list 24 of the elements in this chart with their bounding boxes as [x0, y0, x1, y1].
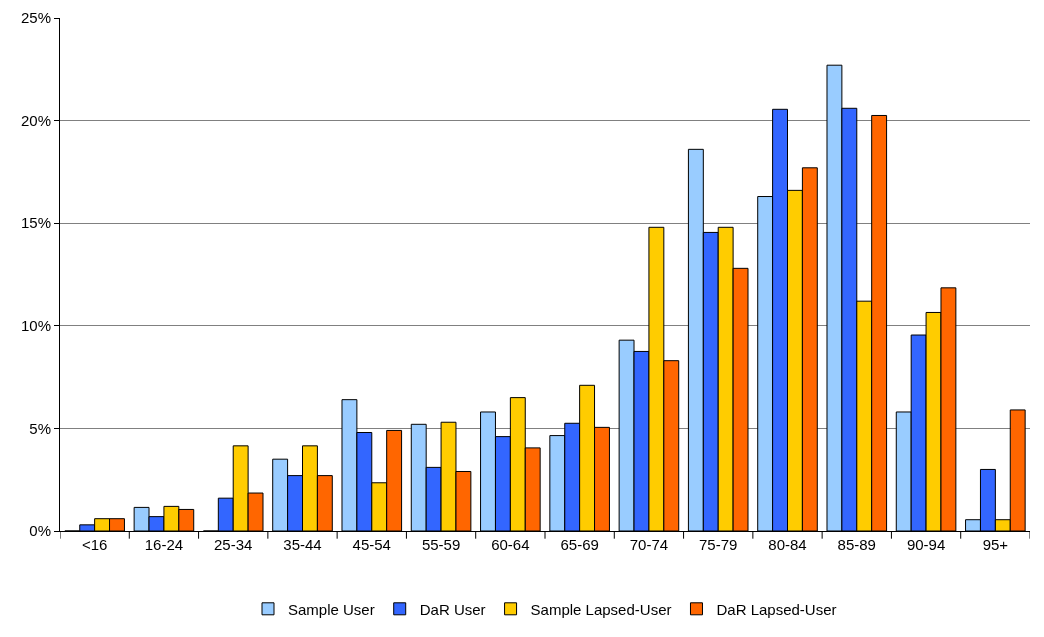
legend-label: Sample User [288, 600, 375, 618]
x-tick-label: 80-84 [768, 536, 807, 553]
x-tick-label: 45-54 [352, 536, 391, 553]
x-tick-label: 75-79 [699, 536, 738, 553]
x-tick-label: 25-34 [214, 536, 253, 553]
x-tick-label: 55-59 [421, 536, 461, 553]
y-tick-label: 15% [20, 214, 51, 232]
legend-label: Sample Lapsed-User [530, 600, 672, 618]
x-tick-label: 65-69 [560, 536, 599, 553]
y-tick-label: 20% [20, 111, 51, 129]
legend-label: DaR User [419, 600, 486, 618]
x-tick-label: 60-64 [491, 536, 530, 553]
x-tick-label: 35-44 [283, 536, 322, 553]
x-tick-label: 90-94 [906, 536, 946, 553]
legend-label: DaR Lapsed-User [716, 600, 837, 618]
y-tick-label: 25% [20, 9, 51, 27]
y-tick-label: 0% [29, 522, 51, 540]
x-tick-label: 85-89 [837, 536, 876, 553]
x-tick-label: <16 [81, 536, 108, 553]
x-tick-label: 70-74 [629, 536, 669, 553]
y-tick-label: 10% [20, 317, 51, 335]
y-tick-label: 5% [29, 419, 51, 437]
x-tick-label: 95+ [982, 536, 1009, 553]
x-tick-label: 16-24 [144, 536, 184, 553]
